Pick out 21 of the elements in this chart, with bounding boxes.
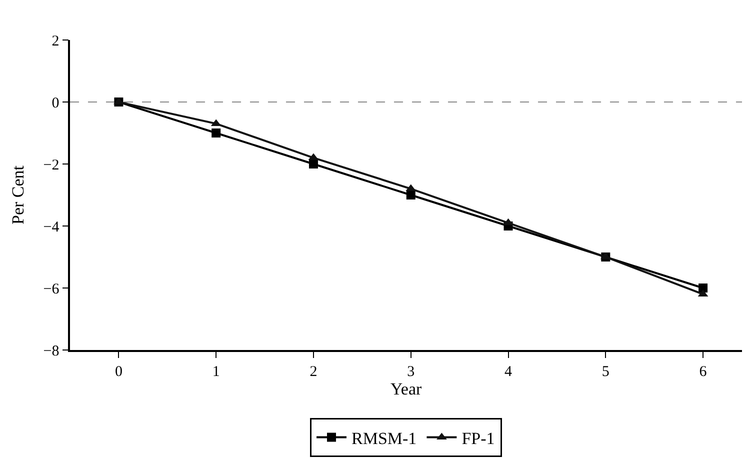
x-tick-label: 4	[504, 364, 513, 380]
x-tick-label: 6	[699, 364, 708, 380]
legend-label: FP-1	[462, 428, 495, 448]
point	[212, 128, 221, 138]
y-tick-label: 0	[52, 95, 60, 112]
y-tick-label: −6	[43, 281, 60, 298]
y-tick-label: −2	[43, 157, 60, 174]
x-tick-label: 2	[310, 364, 318, 380]
x-tick-label: 3	[407, 364, 415, 380]
point	[406, 190, 416, 200]
y-tick-label: 2	[52, 33, 60, 50]
x-tick-label: 1	[212, 364, 220, 380]
x-tick-label: 5	[602, 364, 610, 380]
y-tick-label: −8	[43, 343, 60, 360]
point	[698, 284, 708, 292]
x-tick-label: 0	[114, 364, 122, 380]
y-axis-title: Per Cent	[8, 165, 28, 225]
point	[308, 160, 318, 168]
x-axis-title: Year	[390, 380, 422, 399]
y-tick-label: −4	[43, 219, 60, 236]
legend-label: RMSM-1	[352, 428, 417, 448]
